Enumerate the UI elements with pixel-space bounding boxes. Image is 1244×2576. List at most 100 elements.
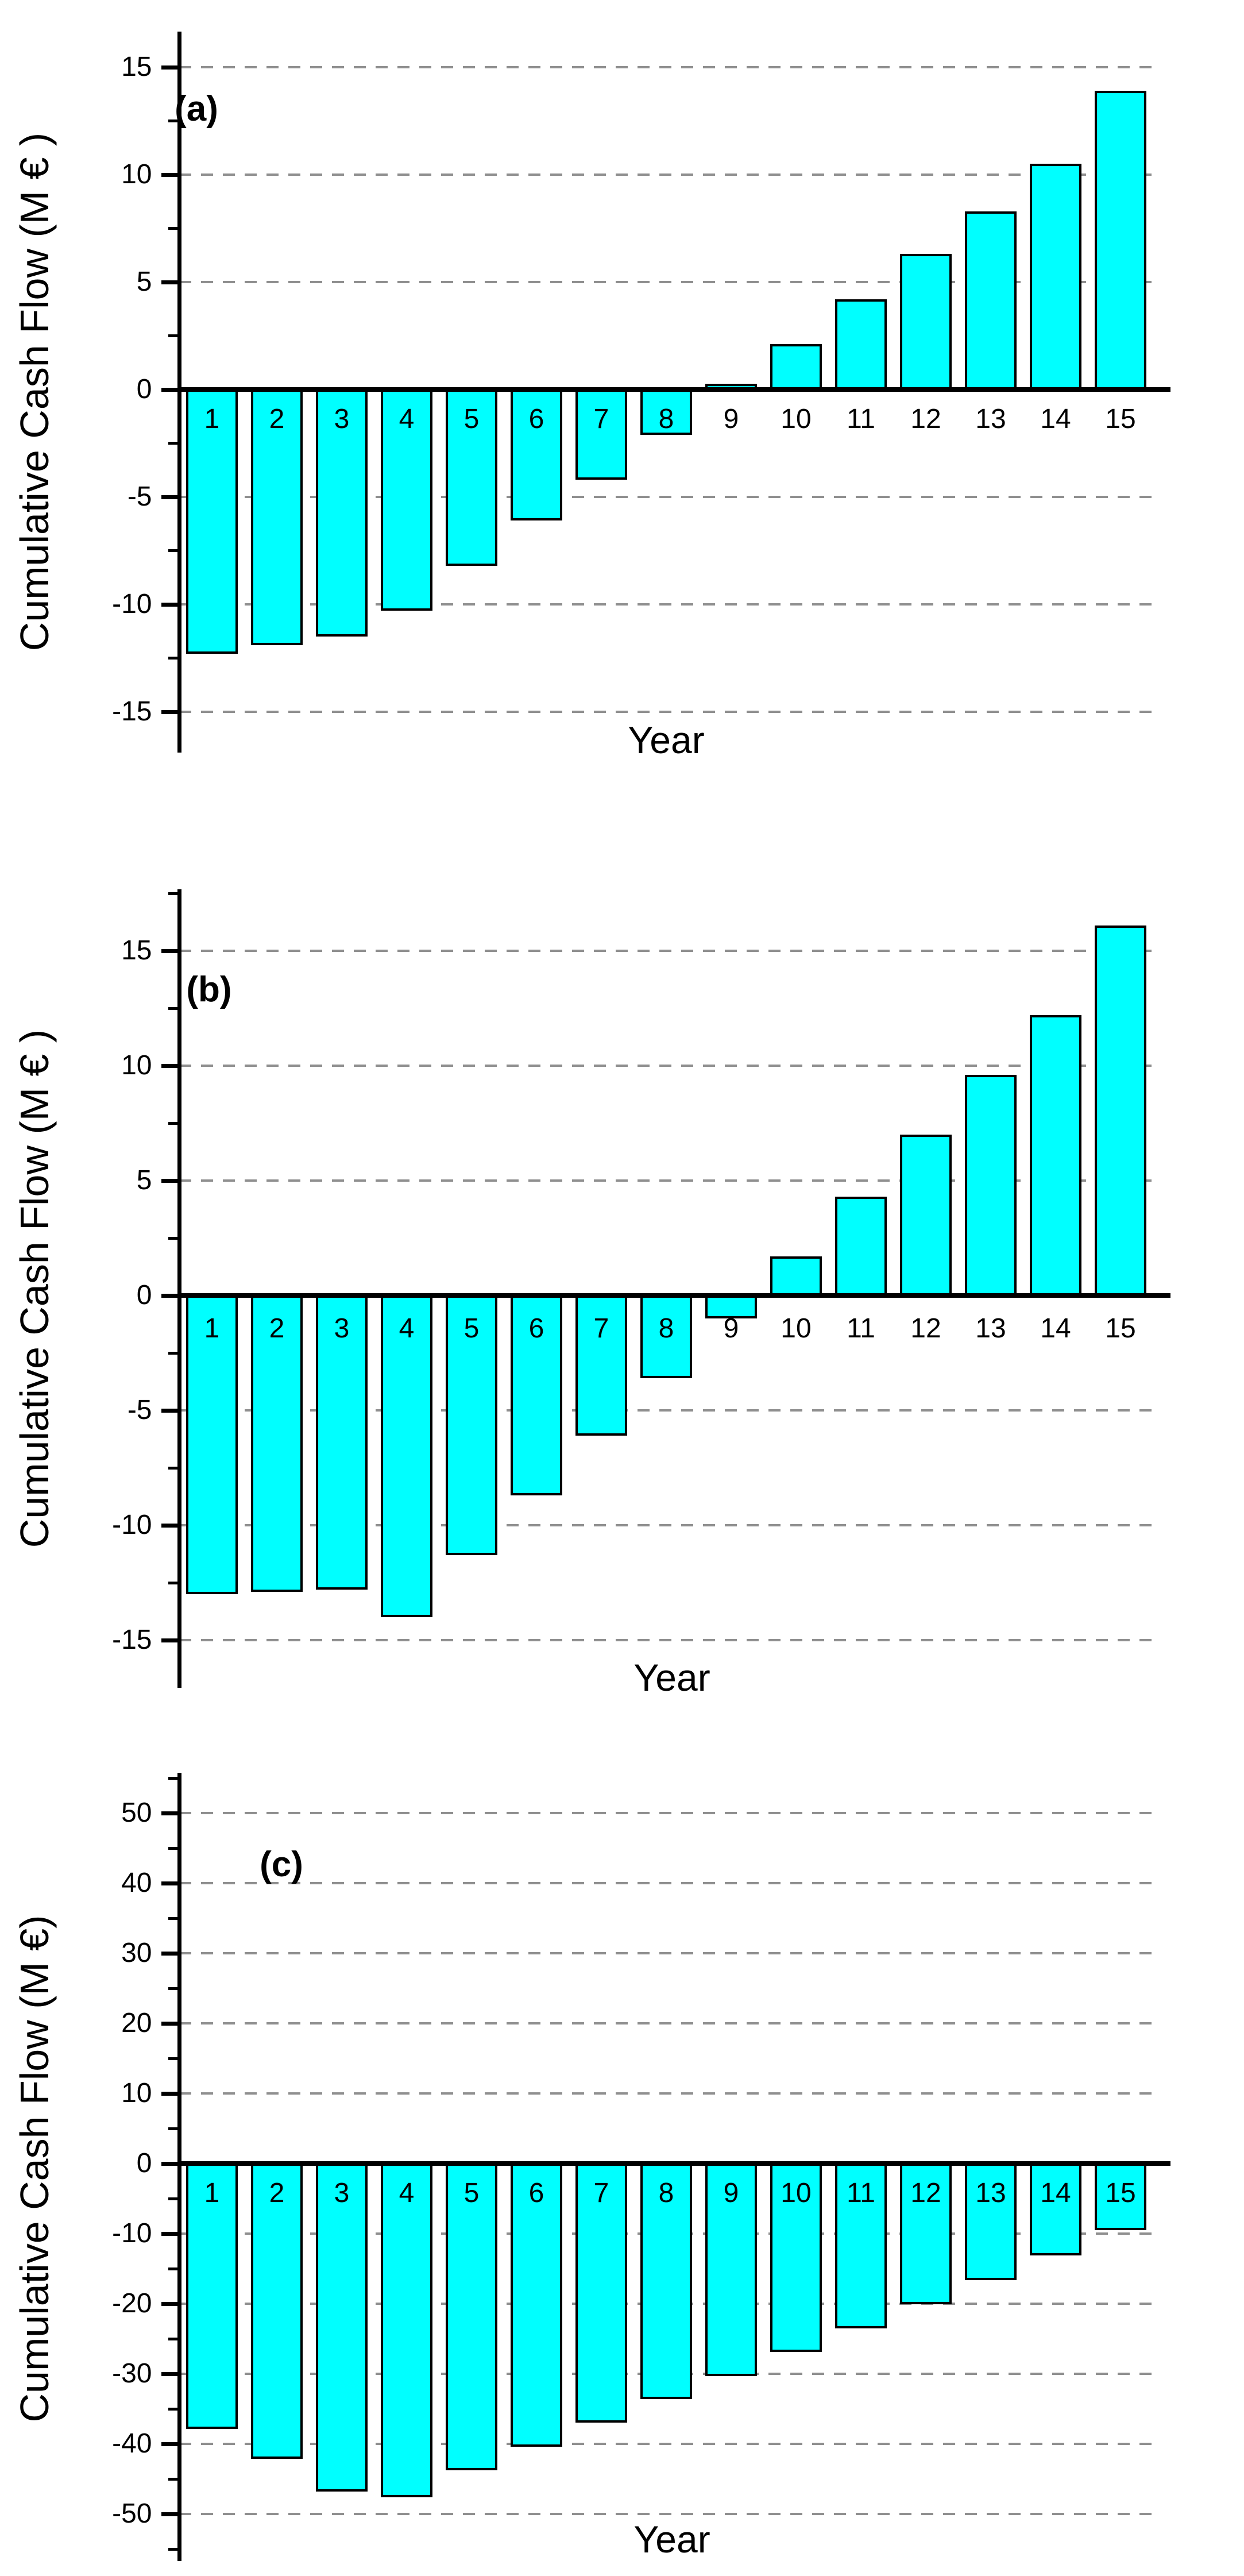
y-tick-label: -30 bbox=[112, 2358, 152, 2389]
bar-year-14 bbox=[1030, 1015, 1081, 1295]
bar-label-year: 7 bbox=[593, 2178, 609, 2208]
gridline-y--50 bbox=[179, 2513, 1160, 2515]
bar-label-year: 2 bbox=[269, 1313, 285, 1344]
y-axis-major-tick bbox=[161, 2371, 177, 2376]
y-tick-label: 20 bbox=[121, 2008, 152, 2038]
bar-label-year: 3 bbox=[334, 1313, 350, 1344]
y-tick-label: 0 bbox=[136, 1280, 152, 1310]
bar-year-9 bbox=[705, 1295, 757, 1318]
bar-year-7 bbox=[575, 2164, 627, 2423]
gridline-y-15 bbox=[179, 950, 1160, 952]
y-axis-minor-tick bbox=[168, 1581, 177, 1584]
y-axis-line bbox=[177, 32, 181, 753]
y-axis-minor-tick bbox=[168, 1121, 177, 1125]
bar-label-year: 4 bbox=[399, 404, 415, 434]
y-axis-major-tick bbox=[161, 1951, 177, 1956]
x-axis-zero-line bbox=[177, 2161, 1170, 2166]
gridline-y-5 bbox=[179, 1179, 1160, 1182]
panel-label: (a) bbox=[175, 89, 218, 129]
bar-label-year: 10 bbox=[781, 404, 812, 434]
bar-label-year: 3 bbox=[334, 404, 350, 434]
bar-year-6 bbox=[511, 390, 562, 521]
y-axis-minor-tick bbox=[168, 334, 177, 337]
bar-year-8 bbox=[640, 2164, 692, 2399]
gridline-y--10 bbox=[179, 1524, 1160, 1526]
y-axis-minor-tick bbox=[168, 2267, 177, 2270]
x-axis-title: Year bbox=[633, 1656, 710, 1699]
bar-year-4 bbox=[381, 2164, 432, 2497]
bar-label-year: 5 bbox=[463, 1313, 480, 1344]
bar-year-2 bbox=[251, 2164, 303, 2459]
bar-year-12 bbox=[900, 2164, 952, 2305]
y-tick-label: 15 bbox=[121, 52, 152, 82]
y-tick-label: 0 bbox=[136, 2148, 152, 2178]
y-tick-label: -20 bbox=[112, 2288, 152, 2319]
y-tick-label: -10 bbox=[112, 1510, 152, 1540]
bar-label-year: 10 bbox=[781, 1313, 812, 1344]
y-axis-title: Cumulative Cash Flow (M €) bbox=[12, 1915, 57, 2423]
x-axis-zero-line bbox=[177, 1293, 1170, 1298]
y-axis-minor-tick bbox=[168, 2057, 177, 2060]
x-axis-zero-line bbox=[177, 387, 1170, 392]
bar-label-year: 4 bbox=[399, 2178, 415, 2208]
bar-label-year: 14 bbox=[1040, 1313, 1071, 1344]
y-axis-major-tick bbox=[161, 1408, 177, 1413]
bar-label-year: 8 bbox=[658, 404, 674, 434]
y-axis-major-tick bbox=[161, 1063, 177, 1068]
bar-year-2 bbox=[251, 390, 303, 646]
bar-year-14 bbox=[1030, 164, 1081, 390]
bar-label-year: 2 bbox=[269, 404, 285, 434]
y-axis-minor-tick bbox=[168, 2197, 177, 2200]
y-axis-line bbox=[177, 1773, 181, 2561]
y-tick-label: 10 bbox=[121, 159, 152, 190]
bar-year-15 bbox=[1095, 91, 1146, 390]
bar-label-year: 7 bbox=[593, 1313, 609, 1344]
gridline-y-50 bbox=[179, 1812, 1160, 1814]
gridline-y--5 bbox=[179, 1409, 1160, 1412]
bar-label-year: 5 bbox=[463, 2178, 480, 2208]
gridline-y-5 bbox=[179, 281, 1160, 283]
gridline-y--10 bbox=[179, 603, 1160, 606]
y-tick-label: 5 bbox=[136, 1165, 152, 1196]
bar-label-year: 12 bbox=[910, 404, 941, 434]
y-axis-minor-tick bbox=[168, 1351, 177, 1355]
y-tick-label: -5 bbox=[127, 1395, 152, 1425]
y-axis-minor-tick bbox=[168, 1466, 177, 1470]
bar-label-year: 10 bbox=[781, 2178, 812, 2208]
bar-year-9 bbox=[705, 2164, 757, 2376]
y-axis-line bbox=[177, 889, 181, 1688]
y-tick-label: 15 bbox=[121, 935, 152, 966]
bar-year-2 bbox=[251, 1295, 303, 1592]
x-axis-title: Year bbox=[633, 2518, 710, 2560]
y-axis-major-tick bbox=[161, 2512, 177, 2516]
bar-label-year: 9 bbox=[723, 1313, 739, 1344]
bar-label-year: 13 bbox=[975, 2178, 1006, 2208]
bar-year-13 bbox=[965, 1075, 1017, 1295]
y-axis-minor-tick bbox=[168, 1236, 177, 1240]
bar-label-year: 13 bbox=[975, 404, 1006, 434]
bar-label-year: 7 bbox=[593, 404, 609, 434]
bar-year-1 bbox=[186, 1295, 238, 1594]
y-tick-label: -10 bbox=[112, 2218, 152, 2249]
bar-year-6 bbox=[511, 1295, 562, 1495]
bar-label-year: 9 bbox=[723, 404, 739, 434]
bar-year-7 bbox=[575, 1295, 627, 1436]
y-axis-major-tick bbox=[161, 1811, 177, 1815]
y-axis-major-tick bbox=[161, 1638, 177, 1642]
gridline-y-10 bbox=[179, 1065, 1160, 1067]
y-axis-minor-tick bbox=[168, 892, 177, 895]
bar-label-year: 8 bbox=[658, 1313, 674, 1344]
gridline-y-15 bbox=[179, 66, 1160, 68]
y-axis-major-tick bbox=[161, 172, 177, 177]
bar-label-year: 1 bbox=[204, 1313, 220, 1344]
bar-label-year: 6 bbox=[528, 404, 544, 434]
y-tick-label: -5 bbox=[127, 481, 152, 512]
gridline-y-20 bbox=[179, 2022, 1160, 2024]
y-tick-label: 40 bbox=[121, 1868, 152, 1898]
bar-year-12 bbox=[900, 1135, 952, 1295]
y-axis-minor-tick bbox=[168, 442, 177, 445]
panel-label: (c) bbox=[260, 1845, 303, 1884]
bar-label-year: 9 bbox=[723, 2178, 739, 2208]
